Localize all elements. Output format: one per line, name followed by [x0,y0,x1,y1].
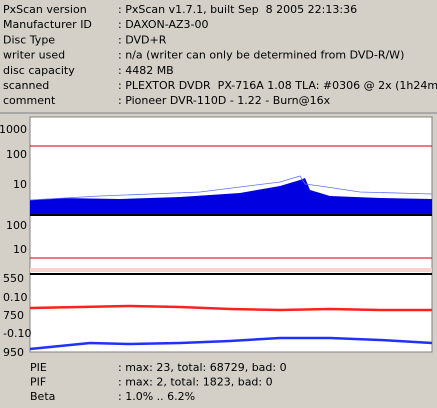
pie-area [30,178,432,214]
jitter-tick-label: 550 [3,272,24,285]
jitter-tick-label: 750 [3,309,24,322]
info-label: comment [3,94,56,107]
info-value: : DAXON-AZ3-00 [118,18,208,31]
beta-line [29,336,433,351]
summary-label: Beta [30,390,55,403]
summary-value: : 1.0% .. 6.2% [118,390,195,403]
info-value: : PxScan v1.7.1, built Sep 8 2005 22:13:… [118,3,357,16]
info-value: : PLEXTOR DVDR PX-716A 1.08 TLA: #0306 @… [118,79,437,92]
info-label: disc capacity [3,64,75,77]
info-value: : Pioneer DVR-110D - 1.22 - Burn@16x [118,94,331,107]
info-value: : n/a (writer can only be determined fro… [118,49,404,62]
labels: PxScan version : PxScan v1.7.1, built Sep… [0,3,437,403]
pie-tick-label: 100 [6,148,27,161]
summary-label: PIE [30,361,47,374]
pif-area [30,268,432,272]
info-label: scanned [3,79,49,92]
info-label: writer used [3,49,65,62]
pie-tick-label: 10 [13,178,27,191]
info-value: : 4482 MB [118,64,174,77]
jitter-tick-label: -0.10 [3,327,31,340]
summary-value: : max: 23, total: 68729, bad: 0 [118,361,287,374]
graph-area [29,116,433,353]
pif-tick-label: 100 [6,219,27,232]
jitter-tick-label: 0.10 [3,291,28,304]
info-label: Manufacturer ID [3,18,92,31]
info-value: : DVD+R [118,33,167,46]
jitter-line [29,304,432,312]
pie-tick-label: 1000 [0,123,27,136]
summary-value: : max: 2, total: 1823, bad: 0 [118,376,273,389]
jitter-tick-label: 950 [3,346,24,359]
pif-tick-label: 10 [13,243,27,256]
info-label: Disc Type [3,33,55,46]
pie-noise [29,175,433,201]
summary-label: PIF [30,376,46,389]
info-label: PxScan version [3,3,87,16]
